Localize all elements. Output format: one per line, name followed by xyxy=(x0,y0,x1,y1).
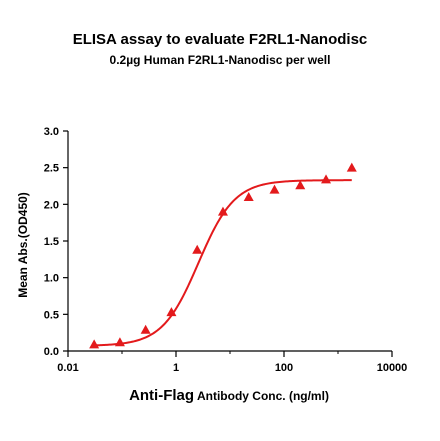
x-axis-label: Anti-Flag Antibody Conc. (ng/ml) xyxy=(129,387,329,404)
data-points-layer xyxy=(89,162,357,349)
data-point xyxy=(217,206,228,216)
data-point xyxy=(243,192,254,201)
x-tick-label: 1 xyxy=(173,362,179,374)
x-axis-label-rest: Antibody Conc. (ng/ml) xyxy=(194,389,329,403)
axes: 0.0 0.5 1.0 1.5 2.0 2.5 3.0 0.01 1 100 10000 xyxy=(44,126,408,374)
y-tick-label: 2.0 xyxy=(44,199,59,211)
y-tick-label: 0.0 xyxy=(44,346,59,358)
data-point xyxy=(346,162,357,172)
x-axis-label-bold: Anti-Flag xyxy=(129,387,194,404)
y-tick-label: 3.0 xyxy=(44,126,59,138)
data-point xyxy=(89,339,100,349)
data-point xyxy=(114,337,125,347)
x-tick-label: 10000 xyxy=(377,362,408,374)
chart-subtitle: 0.2µg Human F2RL1-Nanodisc per well xyxy=(109,53,331,67)
data-point xyxy=(192,244,203,254)
data-point xyxy=(269,184,280,194)
y-tick-label: 1.5 xyxy=(44,236,59,248)
y-tick-label: 0.5 xyxy=(44,309,59,321)
x-tick-label: 100 xyxy=(275,362,293,374)
data-point xyxy=(321,174,332,184)
x-tick-label: 0.01 xyxy=(57,362,78,374)
fit-curve xyxy=(94,179,352,347)
data-point xyxy=(295,180,306,190)
y-tick-label: 1.0 xyxy=(44,273,59,285)
chart-title: ELISA assay to evaluate F2RL1-Nanodisc xyxy=(72,31,368,48)
y-tick-label: 2.5 xyxy=(44,163,59,175)
data-point xyxy=(166,307,177,317)
y-axis-label: Mean Abs.(OD450) xyxy=(16,192,30,298)
fit-curve-layer xyxy=(94,179,352,347)
data-point xyxy=(140,324,151,334)
